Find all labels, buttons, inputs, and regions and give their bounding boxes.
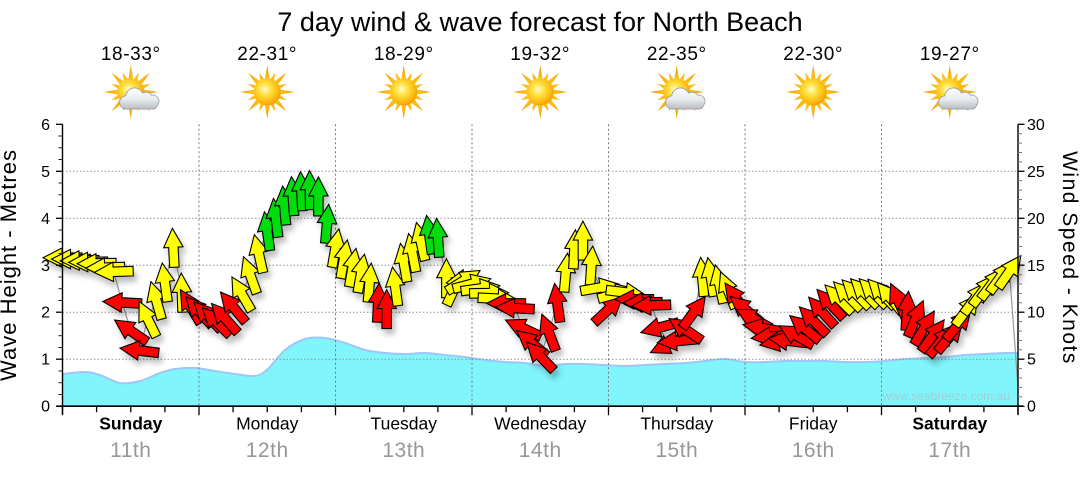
- svg-text:0: 0: [41, 399, 50, 416]
- svg-text:16th: 16th: [792, 439, 835, 462]
- svg-text:18-33°: 18-33°: [101, 44, 161, 65]
- svg-text:15th: 15th: [655, 439, 698, 462]
- svg-text:25: 25: [1027, 164, 1045, 181]
- svg-text:15: 15: [1027, 258, 1045, 275]
- svg-text:14th: 14th: [519, 439, 562, 462]
- svg-text:6: 6: [41, 117, 50, 134]
- svg-text:11th: 11th: [110, 439, 151, 462]
- svg-text:Monday: Monday: [236, 414, 299, 434]
- svg-text:13th: 13th: [382, 439, 425, 462]
- svg-text:7 day wind & wave forecast for: 7 day wind & wave forecast for North Bea…: [277, 7, 802, 37]
- svg-text:Sunday: Sunday: [99, 414, 162, 434]
- svg-text:www.seabreeze.com.au: www.seabreeze.com.au: [882, 389, 1010, 403]
- svg-text:30: 30: [1027, 117, 1045, 134]
- svg-text:5: 5: [1027, 352, 1036, 369]
- svg-text:Wave Height - Metres: Wave Height - Metres: [0, 149, 21, 381]
- svg-text:0: 0: [1027, 399, 1036, 416]
- svg-text:22-30°: 22-30°: [783, 44, 843, 65]
- svg-text:22-35°: 22-35°: [647, 44, 707, 65]
- svg-text:17th: 17th: [928, 439, 971, 462]
- svg-text:Tuesday: Tuesday: [371, 414, 438, 434]
- svg-text:Wind Speed - Knots: Wind Speed - Knots: [1058, 151, 1080, 365]
- svg-text:Wednesday: Wednesday: [494, 414, 586, 434]
- svg-text:20: 20: [1027, 211, 1045, 228]
- svg-text:5: 5: [41, 164, 50, 181]
- svg-text:2: 2: [41, 305, 50, 322]
- svg-text:4: 4: [41, 211, 50, 228]
- svg-text:Friday: Friday: [789, 414, 838, 434]
- svg-text:10: 10: [1027, 305, 1045, 322]
- svg-text:19-27°: 19-27°: [920, 44, 980, 65]
- svg-text:Thursday: Thursday: [640, 414, 713, 434]
- svg-text:18-29°: 18-29°: [374, 44, 434, 65]
- svg-text:3: 3: [41, 258, 50, 275]
- svg-text:12th: 12th: [246, 439, 289, 462]
- svg-text:19-32°: 19-32°: [510, 44, 570, 65]
- svg-text:22-31°: 22-31°: [237, 44, 297, 65]
- svg-text:1: 1: [41, 352, 50, 369]
- svg-text:Saturday: Saturday: [912, 414, 987, 434]
